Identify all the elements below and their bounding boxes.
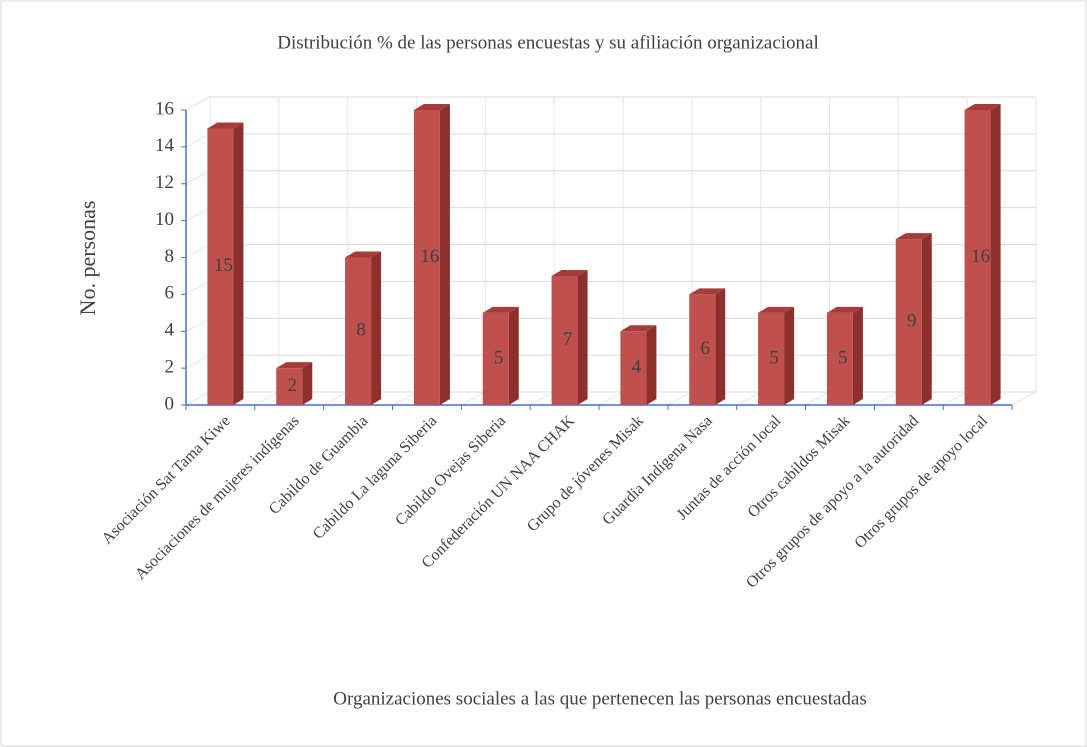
grid-line-side <box>185 170 211 185</box>
value-label: 2 <box>288 375 298 396</box>
bar-side <box>921 233 932 405</box>
grid-line-side <box>185 391 211 406</box>
bar <box>758 312 785 405</box>
floor-line <box>392 391 417 406</box>
floor-line <box>805 391 830 406</box>
floor-line <box>1011 391 1037 406</box>
value-label: 6 <box>701 338 711 359</box>
bar-top <box>620 325 657 332</box>
bar-top <box>758 306 795 313</box>
floor-line <box>461 391 486 406</box>
bar-top <box>482 306 519 313</box>
bar-top <box>551 269 588 276</box>
y-tick-label: 6 <box>165 283 175 304</box>
grid-line-side <box>185 133 211 148</box>
bar <box>620 331 647 405</box>
y-tick-label: 8 <box>165 246 175 267</box>
bar-top <box>964 104 1001 110</box>
value-label: 16 <box>420 246 439 267</box>
value-label: 16 <box>971 246 990 267</box>
bar-top <box>413 104 450 110</box>
value-label: 9 <box>907 310 917 331</box>
y-tick-label: 16 <box>155 98 174 119</box>
y-tick-label: 0 <box>165 393 175 414</box>
bar-side <box>371 251 382 405</box>
value-label: 7 <box>563 329 573 350</box>
bar-top <box>207 122 244 129</box>
bar <box>345 257 372 405</box>
floor-line <box>667 391 693 406</box>
value-label: 5 <box>494 347 504 368</box>
value-label: 5 <box>838 347 848 368</box>
bar-top <box>895 233 932 240</box>
y-tick-label: 14 <box>155 135 175 156</box>
grid-line-side <box>185 96 211 111</box>
y-tick-label: 2 <box>165 356 175 377</box>
y-tick-label: 10 <box>155 209 174 230</box>
bar-side <box>990 104 1001 405</box>
bar-top <box>689 288 726 295</box>
bar-side <box>302 362 313 405</box>
grid-line-side <box>185 354 211 369</box>
floor-line <box>529 391 555 406</box>
value-label: 8 <box>356 320 366 341</box>
grid-line-side <box>185 207 211 222</box>
floor-line <box>254 391 280 406</box>
x-axis-title: Organizaciones sociales a las que perten… <box>333 688 867 709</box>
value-label: 4 <box>632 356 642 377</box>
bar-top <box>345 251 382 258</box>
bar-side <box>439 104 450 405</box>
bar-top <box>826 306 863 313</box>
bar-side <box>508 306 519 405</box>
bar <box>689 294 716 405</box>
bar <box>413 110 440 405</box>
bar-side <box>852 306 863 405</box>
bar-side <box>784 306 795 405</box>
chart-title: Distribución % de las personas encuestas… <box>277 32 819 53</box>
grid-line-side <box>185 317 211 332</box>
bar-top <box>276 362 313 369</box>
floor-line <box>598 391 624 406</box>
bar-side <box>233 122 244 405</box>
grid-line-side <box>185 244 211 258</box>
bar <box>551 275 578 405</box>
floor-line <box>323 391 348 406</box>
y-tick-label: 4 <box>165 320 175 341</box>
bar-side <box>646 325 657 405</box>
y-tick-label: 12 <box>155 172 174 193</box>
bar-side <box>715 288 726 405</box>
bar <box>895 239 922 405</box>
bar <box>207 128 234 405</box>
value-label: 15 <box>214 255 233 276</box>
floor-line <box>942 391 968 406</box>
floor-line <box>874 391 899 406</box>
bar <box>276 368 303 405</box>
bar-side <box>577 269 588 405</box>
bar <box>482 312 509 405</box>
bar <box>826 312 853 405</box>
grid-line-side <box>185 280 211 295</box>
y-axis-title: No. personas <box>75 201 100 316</box>
bar <box>964 110 991 405</box>
floor-line <box>736 391 761 406</box>
value-label: 5 <box>769 347 779 368</box>
